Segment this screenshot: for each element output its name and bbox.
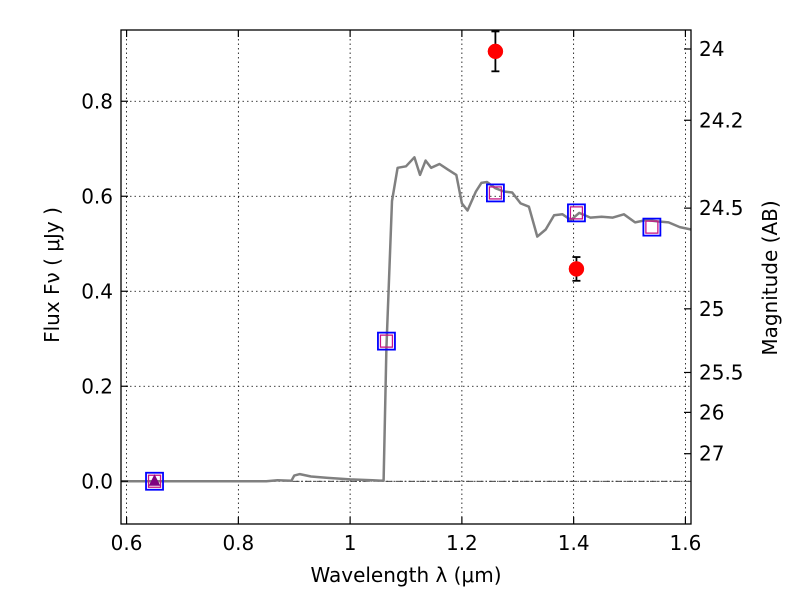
magnitude-axis-title: Magnitude (AB) bbox=[758, 200, 782, 355]
magnitude-ticks: 24 24.2 24.5 25 25.5 26 27 bbox=[684, 37, 744, 466]
y-tick-label: 0.2 bbox=[81, 374, 113, 398]
model-band-square bbox=[486, 183, 505, 203]
magnitude-tick-label: 24.5 bbox=[699, 196, 744, 220]
model-band-square-inner bbox=[645, 220, 659, 234]
model-band-square bbox=[377, 331, 396, 351]
magnitude-tick-label: 25 bbox=[699, 297, 724, 321]
y-tick-label: 0.8 bbox=[81, 89, 113, 113]
photometry-point bbox=[568, 261, 585, 277]
x-tick-label: 1.4 bbox=[558, 531, 590, 555]
magnitude-tick-label: 25.5 bbox=[699, 360, 744, 384]
model-spectrum-line bbox=[121, 156, 692, 483]
x-tick-label: 1.2 bbox=[446, 531, 478, 555]
magnitude-tick-label: 24 bbox=[699, 37, 724, 61]
model-band-square bbox=[642, 217, 662, 237]
upper-limit-marker bbox=[148, 474, 161, 486]
magnitude-tick-label: 27 bbox=[699, 442, 724, 466]
model-band-square bbox=[567, 203, 586, 223]
magnitude-tick-label: 24.2 bbox=[699, 108, 744, 132]
y-tick-label: 0.0 bbox=[81, 469, 113, 493]
y-tick-label: 0.4 bbox=[81, 279, 113, 303]
x-tick-label: 1 bbox=[344, 531, 357, 555]
x-ticks: 0.6 0.8 1 1.2 1.4 1.6 bbox=[111, 30, 702, 555]
photometry-point bbox=[487, 43, 504, 60]
series-layer bbox=[121, 30, 692, 491]
x-tick-label: 0.8 bbox=[222, 531, 254, 555]
model-band-square-inner bbox=[379, 334, 394, 348]
plot-frame bbox=[120, 29, 692, 525]
x-axis-title: Wavelength λ (μm) bbox=[310, 563, 501, 587]
y-ticks: 0.0 0.2 0.4 0.6 0.8 bbox=[81, 89, 128, 493]
model-band-square-inner bbox=[569, 206, 584, 220]
model-band-square bbox=[145, 471, 164, 491]
model-band-square-inner bbox=[488, 186, 503, 200]
grid bbox=[121, 30, 691, 524]
x-tick-label: 0.6 bbox=[111, 531, 143, 555]
magnitude-tick-label: 26 bbox=[699, 400, 724, 424]
x-tick-label: 1.6 bbox=[670, 531, 702, 555]
y-tick-label: 0.6 bbox=[81, 184, 113, 208]
y-axis-title: Flux Fν ( μJy ) bbox=[40, 207, 64, 343]
